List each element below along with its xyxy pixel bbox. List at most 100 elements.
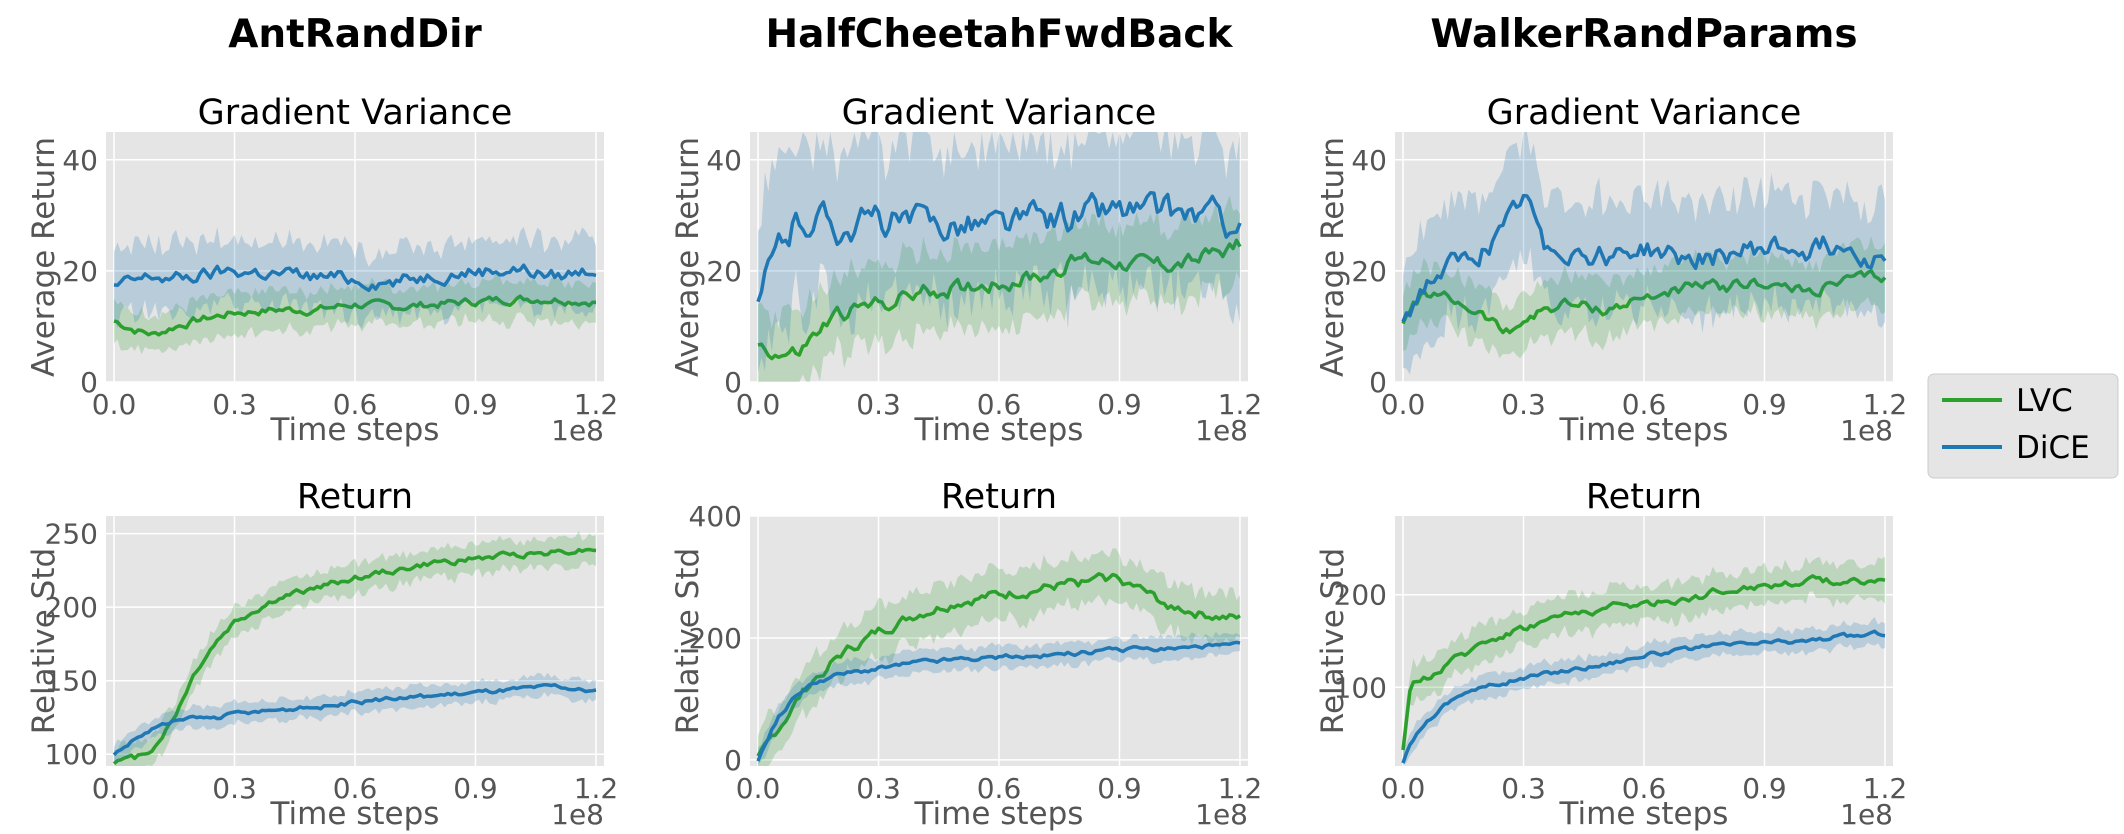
x-tick-label: 1.2: [574, 388, 619, 421]
x-axis-label: Time steps: [914, 796, 1084, 832]
x-tick-label: 0.9: [1097, 388, 1142, 421]
panel-ant-ret: Return 0.0 0.3 0.6 0.9 1.2 100 150 200 250 Time st…: [26, 477, 618, 832]
x-axis-label: Time steps: [914, 412, 1084, 448]
y-tick-label: 150: [45, 665, 98, 698]
series-line-lvc: [113, 294, 597, 337]
x-tick-label: 0.0: [92, 388, 137, 421]
x-tick-label: 0.3: [856, 388, 901, 421]
x-tick-label: 0.6: [977, 772, 1022, 805]
panel-title: Return: [297, 477, 413, 517]
x-axis-label: Time steps: [1559, 796, 1729, 832]
series-line-lvc: [112, 547, 597, 766]
y-tick-label: 200: [45, 591, 98, 624]
x-tick-label: 0.9: [1097, 772, 1142, 805]
x-axis-label: Time steps: [270, 412, 440, 448]
x-tick-label: 0.6: [977, 388, 1022, 421]
x-axis-multiplier: 1e8: [1195, 414, 1248, 447]
panel-walker-ret: Return 0.0 0.3 0.6 0.9 1.2 100 200 Time steps 1e8…: [1315, 477, 1907, 832]
x-tick-label: 0.3: [856, 772, 901, 805]
series-line-dice: [112, 682, 597, 757]
legend-label-lvc: LVC: [2016, 383, 2073, 419]
y-tick-label: 200: [1334, 579, 1387, 612]
series-line-dice: [756, 640, 1241, 762]
x-tick-label: 0.0: [1381, 388, 1426, 421]
panel-title: Gradient Variance: [1487, 93, 1802, 133]
y-axis-label: Relative Std: [670, 548, 706, 734]
panel-title: Return: [941, 477, 1057, 517]
y-tick-label: 40: [62, 144, 98, 177]
x-tick-label: 0.9: [453, 772, 498, 805]
y-axis-label: Relative Std: [1315, 548, 1351, 734]
x-tick-label: 0.3: [1501, 388, 1546, 421]
x-tick-label: 0.6: [1622, 772, 1667, 805]
x-tick-label: 0.0: [1381, 772, 1426, 805]
y-tick-label: 100: [45, 738, 98, 771]
y-tick-label: 0: [724, 744, 742, 777]
panel-ant-gv: Gradient Variance 0.0 0.3 0.6 0.9 1.2 0 20 40 Tim…: [26, 93, 618, 448]
x-tick-label: 0.9: [1742, 388, 1787, 421]
y-tick-label: 200: [689, 622, 742, 655]
x-tick-label: 0.6: [333, 772, 378, 805]
confidence-band-lvc: [1403, 556, 1885, 764]
series-line-lvc: [1401, 268, 1887, 335]
column-title-antranddir: AntRandDir: [228, 12, 482, 57]
legend: LVC DiCE: [1927, 373, 2119, 479]
confidence-band-dice: [114, 226, 596, 329]
x-tick-label: 1.2: [1863, 772, 1908, 805]
y-axis-label: Average Return: [26, 137, 62, 377]
y-tick-label: 20: [706, 255, 742, 288]
y-tick-label: 100: [1334, 671, 1387, 704]
series-line-lvc: [1401, 574, 1886, 751]
series-line-dice: [1401, 193, 1887, 323]
x-tick-label: 0.3: [212, 772, 257, 805]
y-tick-label: 400: [689, 500, 742, 533]
x-tick-label: 0.3: [1501, 772, 1546, 805]
confidence-band-dice: [758, 631, 1240, 766]
confidence-band-dice: [758, 132, 1240, 373]
y-tick-label: 20: [1351, 255, 1387, 288]
column-title-halfcheetahfwdback: HalfCheetahFwdBack: [766, 12, 1234, 57]
y-axis-label: Average Return: [670, 137, 706, 377]
confidence-band-lvc: [114, 273, 596, 355]
panel-title: Gradient Variance: [198, 93, 513, 133]
y-tick-label: 40: [706, 144, 742, 177]
x-tick-label: 0.0: [736, 772, 781, 805]
x-axis-multiplier: 1e8: [551, 798, 604, 831]
x-axis-multiplier: 1e8: [1195, 798, 1248, 831]
panel-hc-gv: Gradient Variance 0.0 0.3 0.6 0.9 1.2 0 20 40 Tim…: [670, 93, 1262, 448]
x-axis-label: Time steps: [270, 796, 440, 832]
series-line-lvc: [757, 238, 1242, 361]
y-tick-label: 40: [1351, 144, 1387, 177]
series-line-dice: [1401, 629, 1886, 764]
x-tick-label: 0.0: [736, 388, 781, 421]
confidence-band-dice: [1403, 617, 1885, 766]
confidence-band-dice: [114, 672, 596, 764]
x-tick-label: 1.2: [574, 772, 619, 805]
column-title-walkerrandparams: WalkerRandParams: [1430, 12, 1857, 57]
x-tick-label: 0.9: [453, 388, 498, 421]
x-tick-label: 0.3: [212, 388, 257, 421]
x-axis-multiplier: 1e8: [1840, 798, 1893, 831]
series-line-lvc: [756, 572, 1241, 757]
x-tick-label: 0.9: [1742, 772, 1787, 805]
series-line-dice: [756, 191, 1242, 303]
x-tick-label: 1.2: [1863, 388, 1908, 421]
x-axis-multiplier: 1e8: [1840, 414, 1893, 447]
panel-walker-gv: Gradient Variance 0.0 0.3 0.6 0.9 1.2 0 20 40 Tim…: [1315, 93, 1907, 448]
legend-label-dice: DiCE: [2016, 430, 2090, 466]
y-tick-label: 0: [724, 366, 742, 399]
panel-hc-ret: Return 0.0 0.3 0.6 0.9 1.2 0 200 400 Time steps 1e…: [670, 477, 1262, 832]
x-tick-label: 0.6: [333, 388, 378, 421]
panel-title: Return: [1586, 477, 1702, 517]
x-axis-label: Time steps: [1559, 412, 1729, 448]
y-axis-label: Average Return: [1315, 137, 1351, 377]
x-tick-label: 1.2: [1218, 388, 1263, 421]
y-tick-label: 0: [1369, 366, 1387, 399]
y-axis-label: Relative Std: [26, 548, 62, 734]
x-axis-multiplier: 1e8: [551, 414, 604, 447]
x-tick-label: 0.0: [92, 772, 137, 805]
y-tick-label: 250: [45, 518, 98, 551]
y-tick-label: 20: [62, 255, 98, 288]
panel-title: Gradient Variance: [842, 93, 1157, 133]
